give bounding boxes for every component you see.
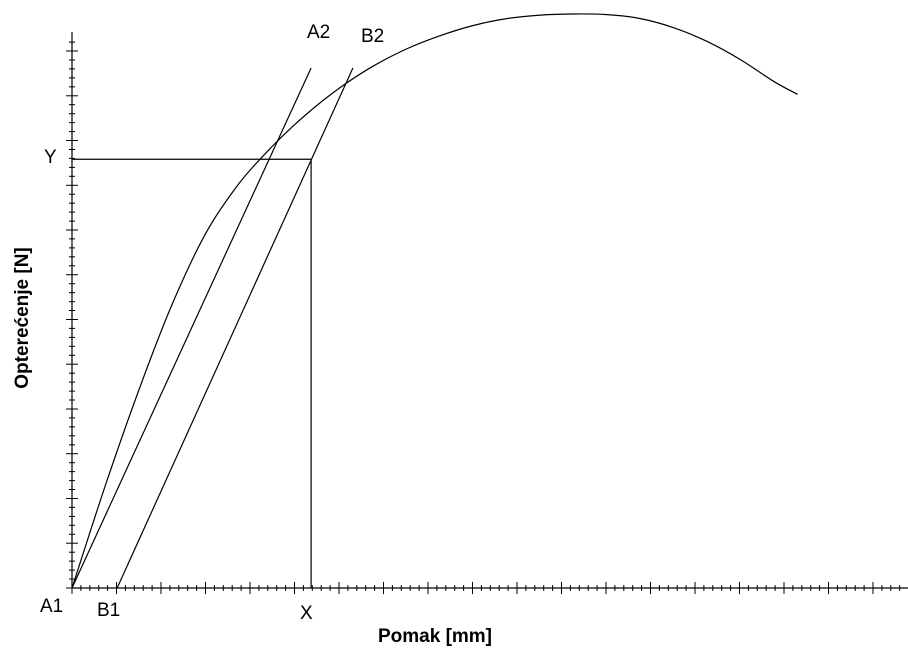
load-displacement-curve <box>71 13 798 589</box>
label-b2: B2 <box>361 26 384 47</box>
y-axis-title: Opterećenje [N] <box>12 247 33 388</box>
label-b1: B1 <box>97 600 120 621</box>
label-y: Y <box>44 147 57 168</box>
secant-line-a <box>71 67 312 589</box>
x-axis-title: Pomak [mm] <box>378 626 492 647</box>
label-a1: A1 <box>40 596 63 617</box>
label-x: X <box>300 603 313 624</box>
secant-line-b <box>116 67 354 589</box>
label-a2: A2 <box>307 22 330 43</box>
